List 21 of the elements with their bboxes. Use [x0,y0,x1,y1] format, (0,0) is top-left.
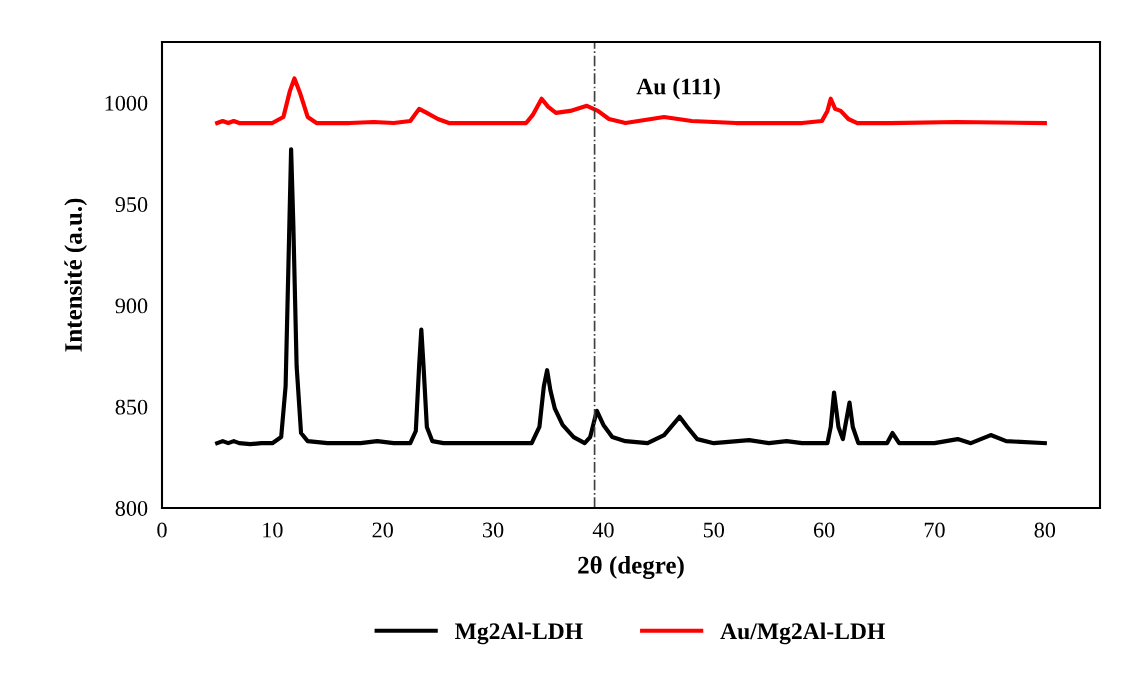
x-tick-label: 0 [157,522,167,538]
y-tick-label: 900 [115,298,148,314]
legend-label: Mg2Al-LDH [454,622,583,645]
x-tick-label: 50 [703,522,725,538]
x-tick-label: 40 [592,522,614,538]
x-tick-label: 10 [263,522,283,538]
line-series [215,147,1047,447]
y-tick-label: 850 [115,399,148,415]
ref-line-label: Au (111) [636,77,720,100]
x-tick-label: 70 [924,522,945,538]
y-tick-label: 1000 [105,95,148,111]
x-tick-label: 30 [483,522,504,538]
line-series [215,76,1047,126]
y-axis-title: Intensité (a.u.) [64,198,87,352]
x-tick-label: 20 [372,522,393,538]
legend-label: Au/Mg2Al-LDH [720,622,885,645]
y-tick-label: 950 [115,197,148,213]
x-tick-label: 60 [813,522,835,538]
x-axis-title: 2θ (degre) [578,555,684,579]
x-tick-label: 80 [1034,522,1056,538]
y-tick-label: 800 [115,500,148,516]
